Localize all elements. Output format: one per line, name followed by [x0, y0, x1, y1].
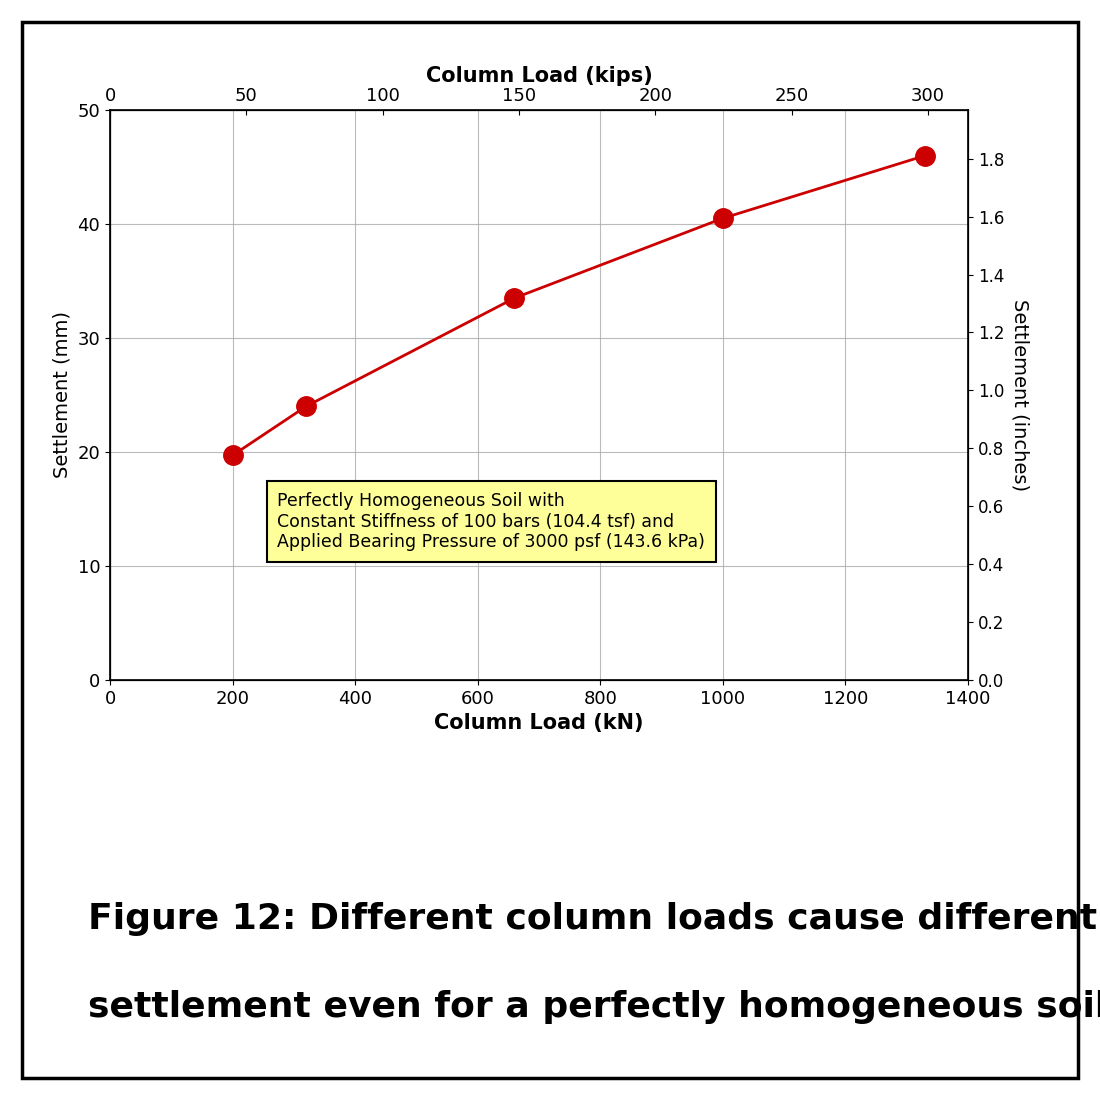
Text: settlement even for a perfectly homogeneous soil: settlement even for a perfectly homogene…	[88, 990, 1100, 1024]
X-axis label: Column Load (kips): Column Load (kips)	[426, 66, 652, 86]
Y-axis label: Settlement (inches): Settlement (inches)	[1010, 299, 1030, 491]
Text: Perfectly Homogeneous Soil with
Constant Stiffness of 100 bars (104.4 tsf) and
A: Perfectly Homogeneous Soil with Constant…	[277, 492, 705, 551]
X-axis label: Column Load (kN): Column Load (kN)	[434, 713, 644, 734]
Text: Figure 12: Different column loads cause different: Figure 12: Different column loads cause …	[88, 902, 1097, 936]
Y-axis label: Settlement (mm): Settlement (mm)	[53, 311, 72, 478]
